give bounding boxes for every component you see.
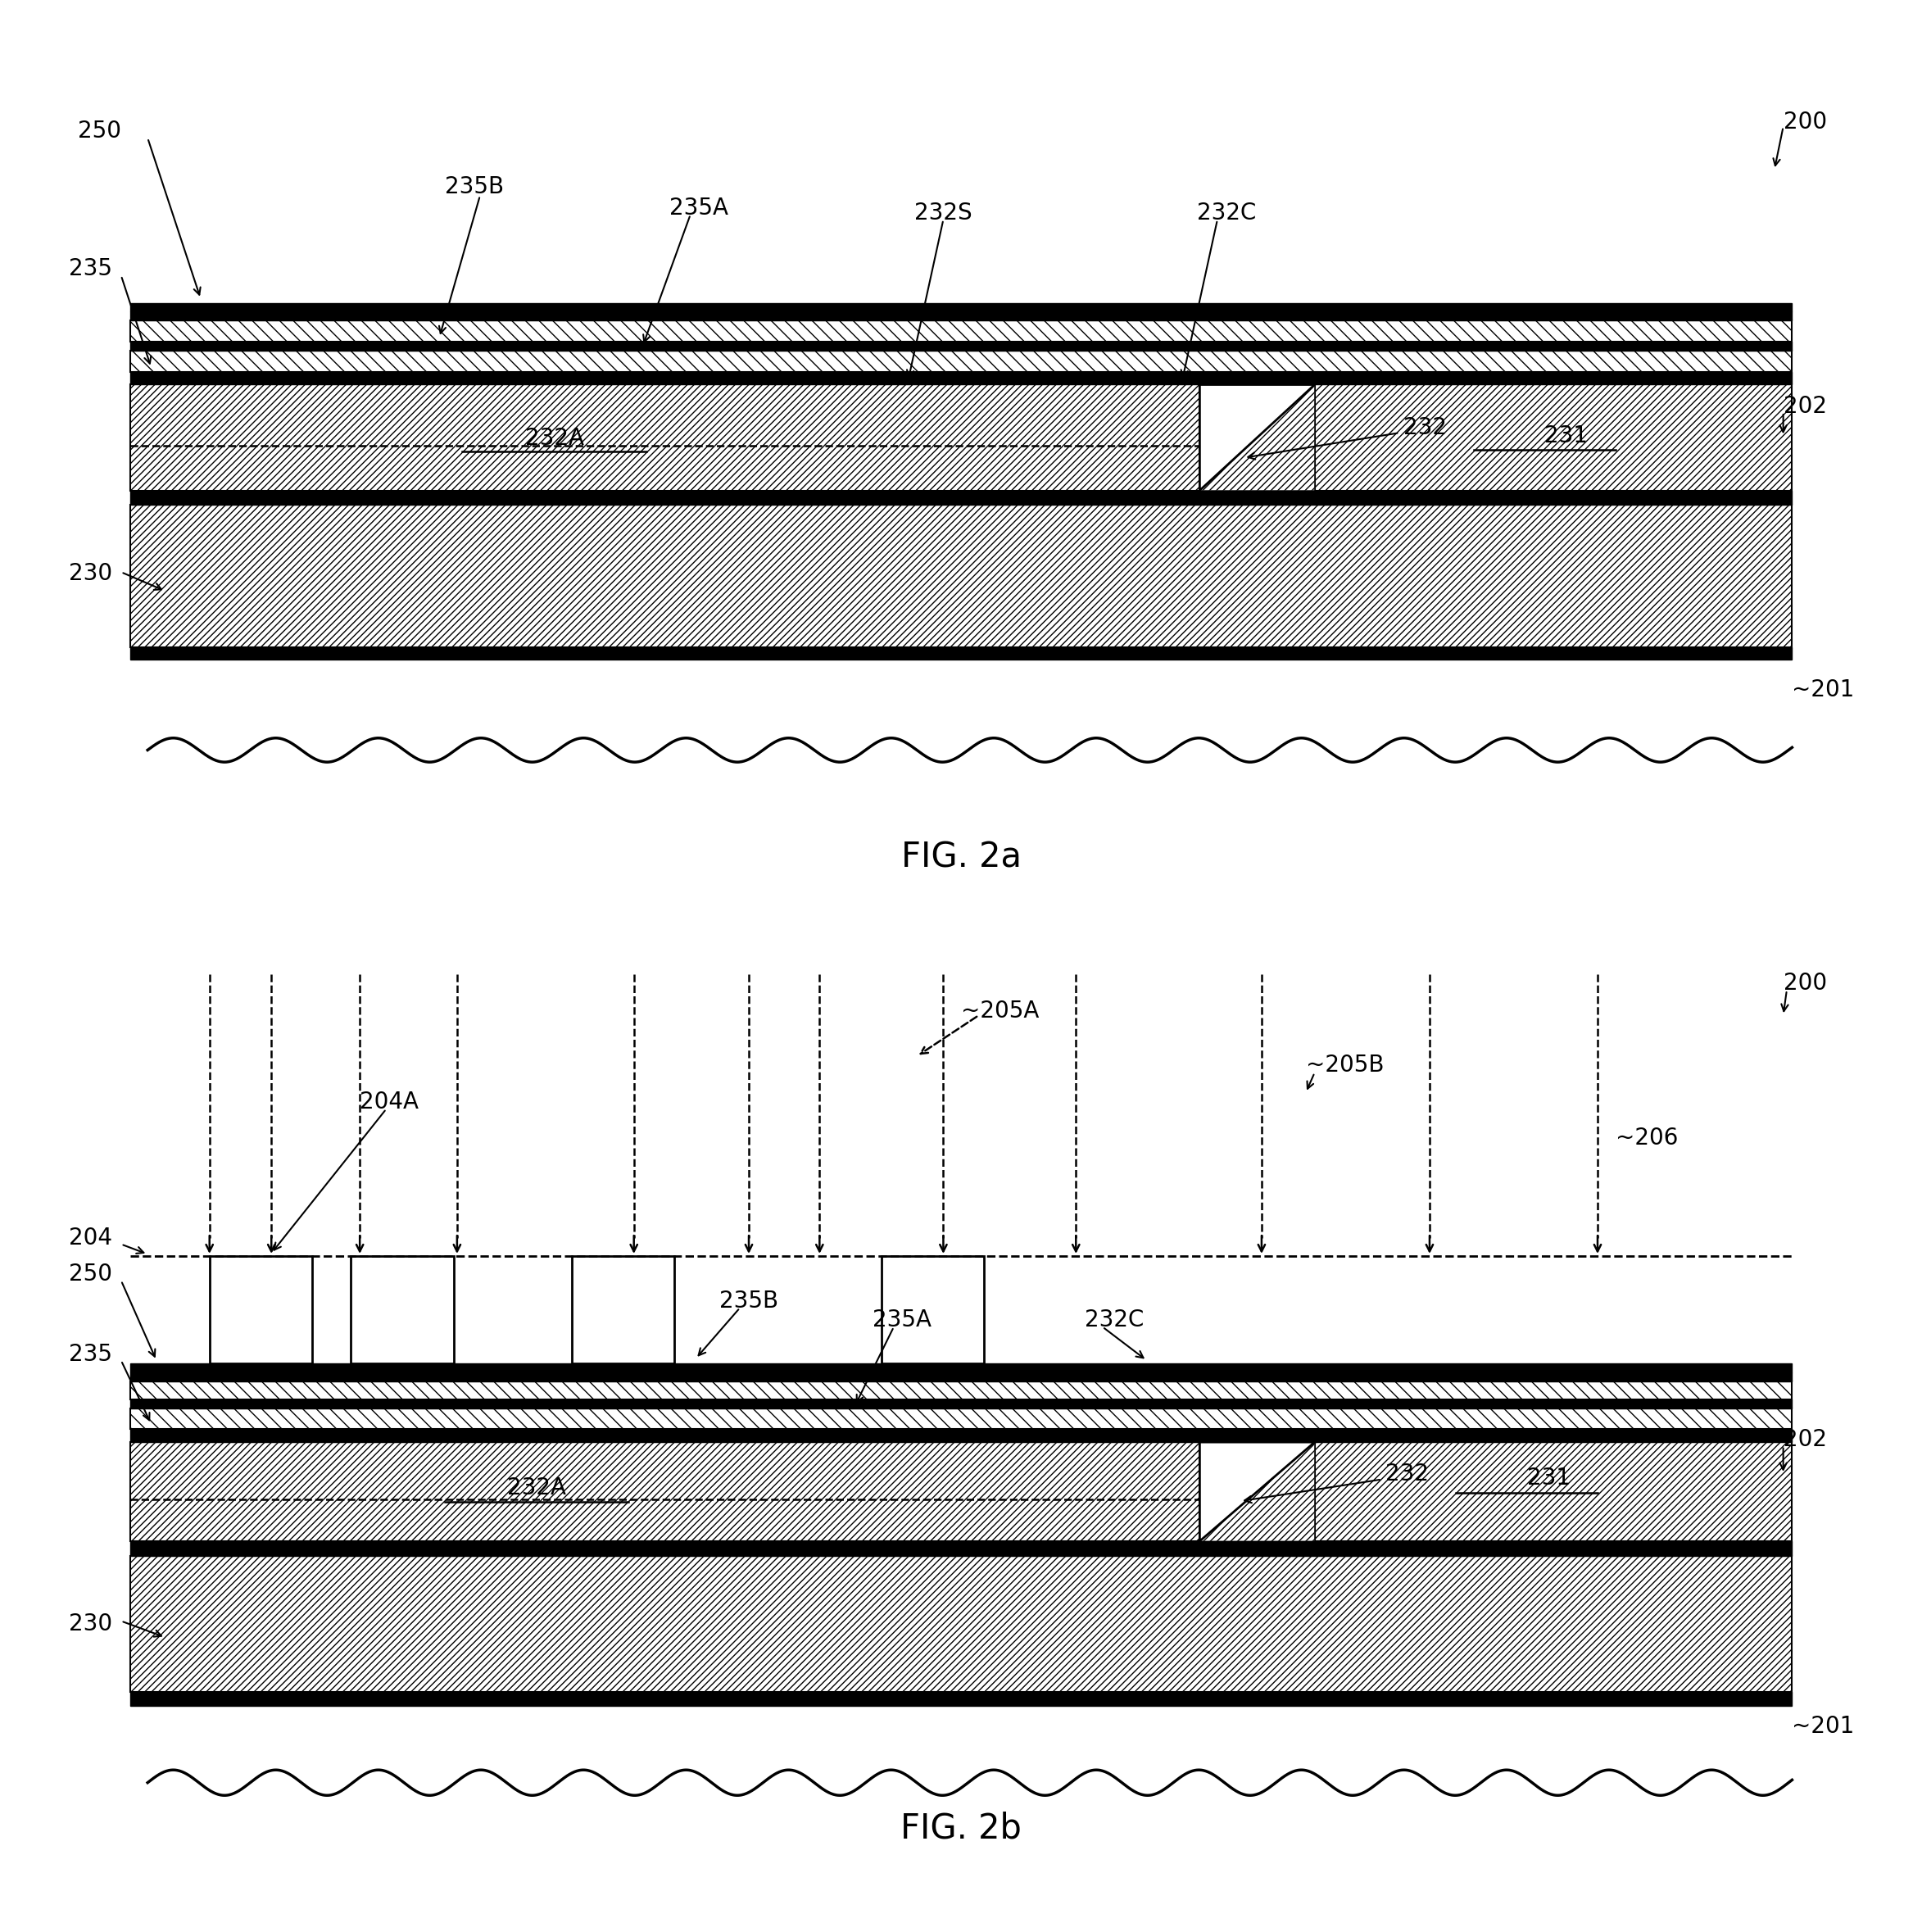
Bar xyxy=(209,1256,311,1364)
Text: 202: 202 xyxy=(1784,394,1826,417)
Bar xyxy=(131,647,1791,661)
Text: 235A: 235A xyxy=(669,197,728,220)
Text: 200: 200 xyxy=(1784,110,1826,133)
Text: 200: 200 xyxy=(1784,972,1826,995)
Bar xyxy=(131,491,1791,504)
Bar xyxy=(131,1692,1791,1706)
Bar xyxy=(1315,1441,1791,1542)
Text: 230: 230 xyxy=(69,1613,111,1634)
Bar xyxy=(131,303,1791,311)
Bar xyxy=(131,1364,1791,1372)
Polygon shape xyxy=(1199,384,1315,491)
Text: FIG. 2a: FIG. 2a xyxy=(901,840,1021,875)
Text: 235B: 235B xyxy=(719,1291,778,1314)
Text: 204A: 204A xyxy=(359,1090,419,1113)
Text: 202: 202 xyxy=(1784,1428,1826,1451)
Bar xyxy=(1315,384,1791,491)
Polygon shape xyxy=(1199,1441,1315,1542)
Text: 204: 204 xyxy=(69,1227,111,1250)
Text: 232S: 232S xyxy=(915,201,973,224)
Bar xyxy=(131,1428,1791,1441)
Bar xyxy=(131,1372,1791,1381)
Bar xyxy=(131,1399,1791,1408)
Bar xyxy=(131,311,1791,321)
Text: 235B: 235B xyxy=(446,176,504,199)
Text: 232A: 232A xyxy=(507,1476,567,1499)
Text: ~201: ~201 xyxy=(1791,678,1855,701)
Bar xyxy=(573,1256,675,1364)
Polygon shape xyxy=(1199,1441,1315,1542)
Text: 250: 250 xyxy=(69,1264,111,1285)
Bar xyxy=(131,371,1791,384)
Text: 231: 231 xyxy=(1545,425,1588,448)
Bar xyxy=(131,342,1791,350)
Text: FIG. 2b: FIG. 2b xyxy=(899,1810,1023,1845)
Bar xyxy=(131,1542,1791,1555)
Bar xyxy=(131,321,1791,342)
Text: ~201: ~201 xyxy=(1791,1716,1855,1737)
Text: 235: 235 xyxy=(69,257,111,280)
Bar xyxy=(352,1256,454,1364)
Bar xyxy=(131,1408,1791,1428)
Bar xyxy=(131,1441,1199,1542)
Polygon shape xyxy=(1199,384,1315,491)
Text: 231: 231 xyxy=(1526,1466,1570,1490)
Text: 235: 235 xyxy=(69,1343,111,1366)
Bar xyxy=(882,1256,984,1364)
Text: 232: 232 xyxy=(1386,1463,1428,1486)
Text: ~205A: ~205A xyxy=(961,999,1040,1022)
Bar xyxy=(131,1381,1791,1399)
Text: 232A: 232A xyxy=(525,427,584,450)
Bar xyxy=(131,504,1791,647)
Text: 232C: 232C xyxy=(1197,201,1255,224)
Text: 230: 230 xyxy=(69,562,111,585)
Text: 250: 250 xyxy=(77,120,121,143)
Bar xyxy=(131,350,1791,371)
Bar xyxy=(131,384,1199,491)
Text: 232: 232 xyxy=(1403,415,1447,439)
Bar xyxy=(131,1555,1791,1692)
Text: 235A: 235A xyxy=(873,1308,932,1331)
Text: ~206: ~206 xyxy=(1614,1126,1678,1150)
Text: ~205B: ~205B xyxy=(1305,1053,1384,1076)
Text: 232C: 232C xyxy=(1084,1308,1144,1331)
